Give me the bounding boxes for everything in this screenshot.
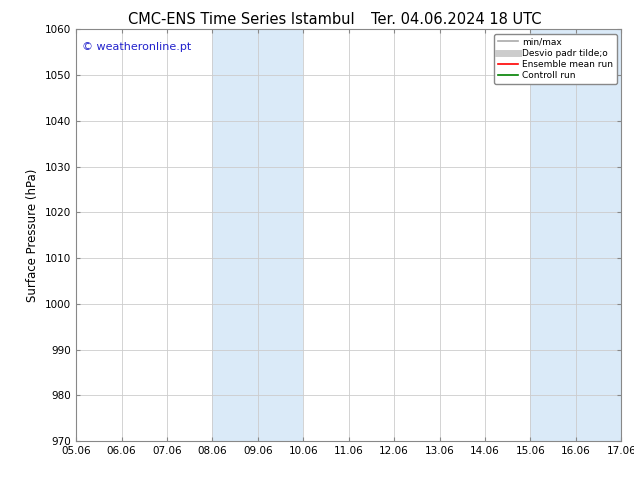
Text: Ter. 04.06.2024 18 UTC: Ter. 04.06.2024 18 UTC	[372, 12, 541, 27]
Legend: min/max, Desvio padr tilde;o, Ensemble mean run, Controll run: min/max, Desvio padr tilde;o, Ensemble m…	[495, 34, 617, 84]
Y-axis label: Surface Pressure (hPa): Surface Pressure (hPa)	[27, 169, 39, 302]
Text: CMC-ENS Time Series Istambul: CMC-ENS Time Series Istambul	[127, 12, 354, 27]
Text: © weatheronline.pt: © weatheronline.pt	[82, 42, 191, 52]
Bar	[212, 29, 303, 441]
Bar	[531, 29, 621, 441]
